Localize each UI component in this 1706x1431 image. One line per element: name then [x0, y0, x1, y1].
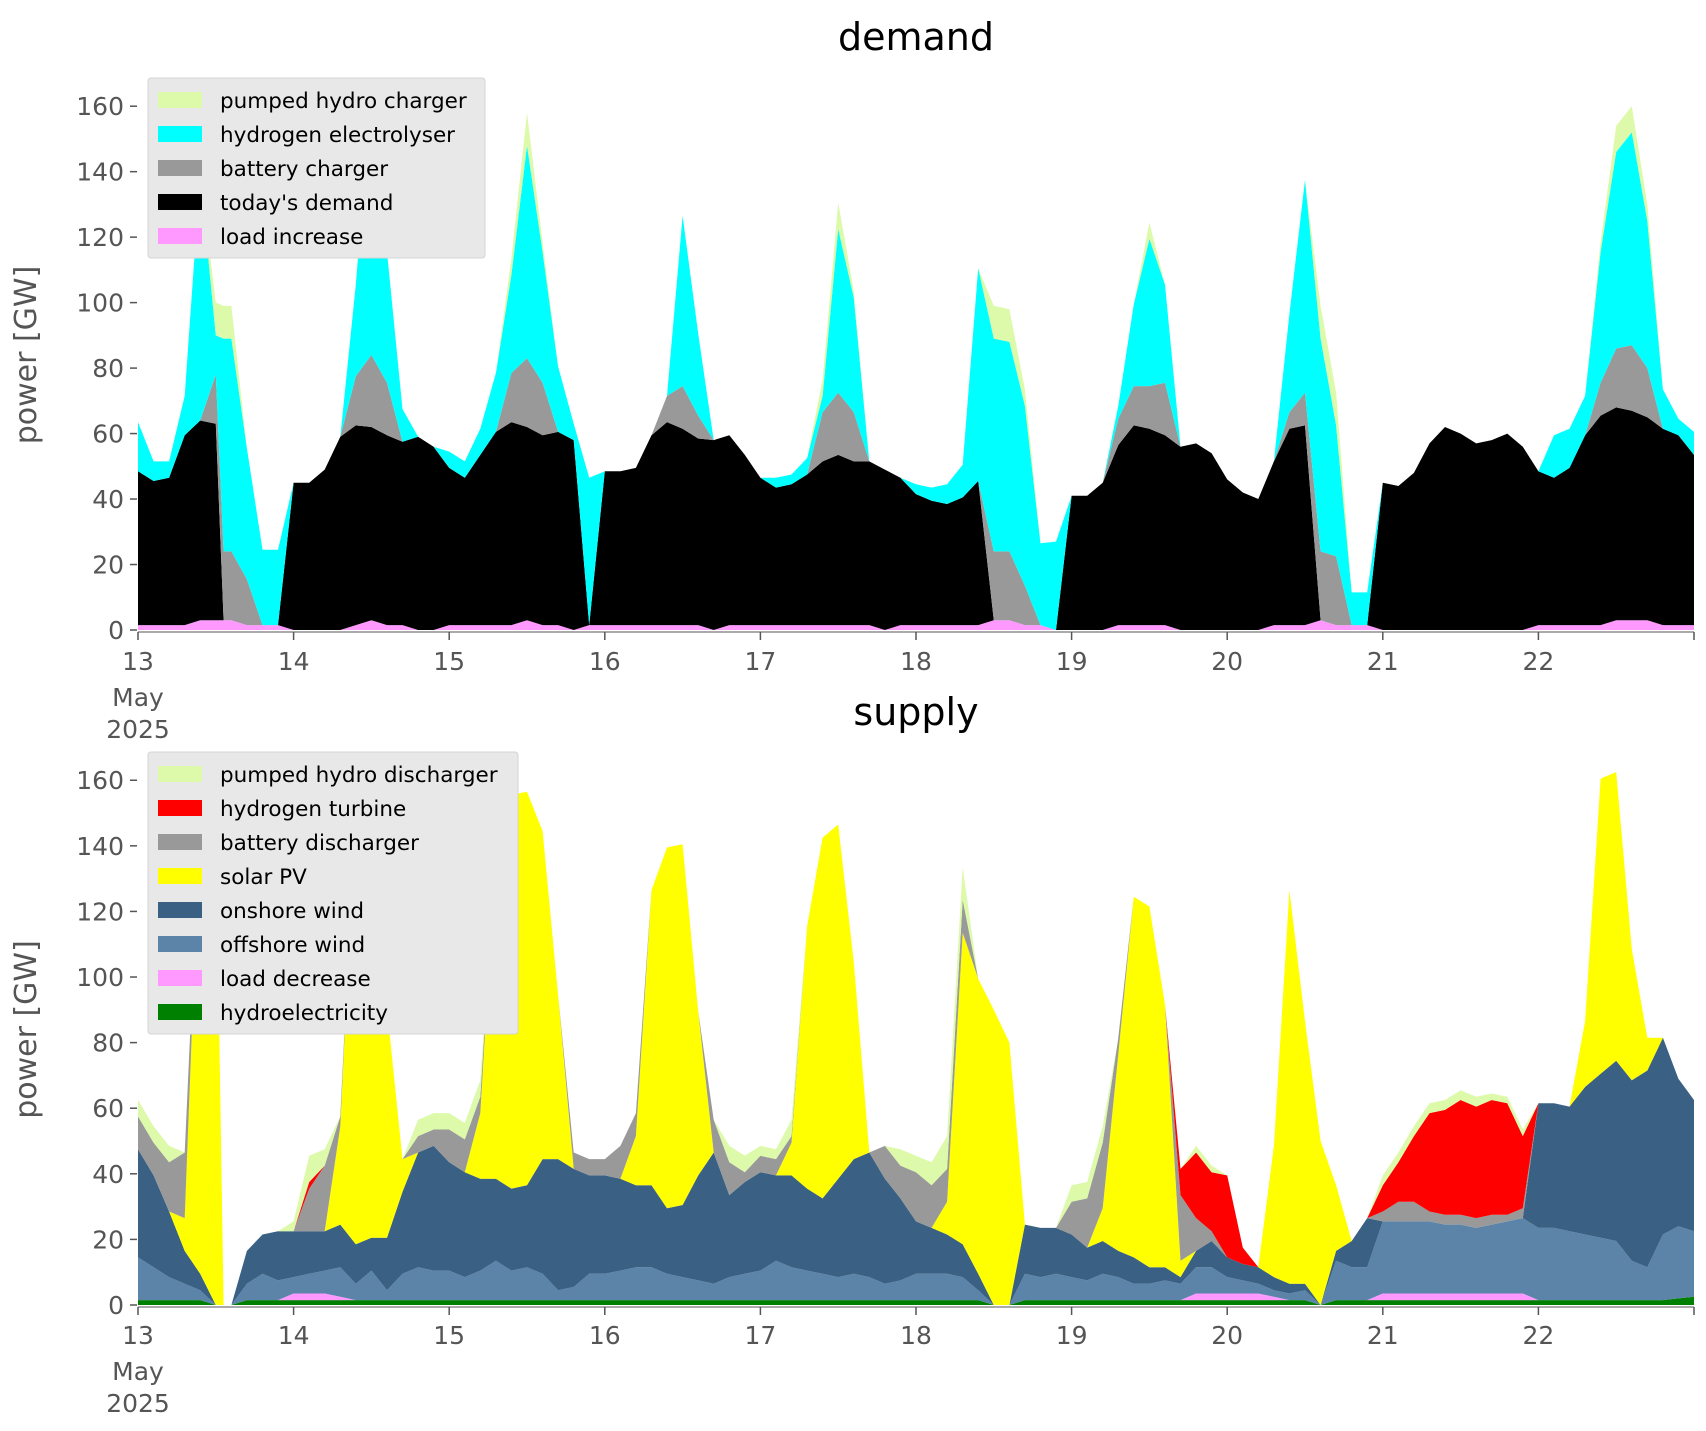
- chart-0-x-tick-label: 17: [744, 647, 776, 676]
- chart-0-y-tick-label: 0: [108, 616, 124, 645]
- chart-0-areas: [138, 83, 1694, 631]
- chart-0-y-tick-label: 100: [76, 289, 124, 318]
- chart-0-legend-label-battery-charger: battery charger: [220, 157, 388, 182]
- chart-1-legend-swatch-load-decrease: [158, 970, 202, 986]
- chart-1-area-onshore-wind: [138, 1037, 1694, 1305]
- chart-1-areas: [138, 772, 1694, 1305]
- chart-1-legend-label-hydrogen-turbine: hydrogen turbine: [220, 797, 406, 822]
- chart-0-y-label: power [GW]: [9, 266, 44, 445]
- chart-1-legend-label-battery-discharger: battery discharger: [220, 831, 419, 856]
- chart-1-legend-label-offshore-wind: offshore wind: [220, 933, 365, 958]
- chart-0-x-tick-label: 18: [900, 647, 932, 676]
- chart-1-y-tick-label: 40: [92, 1160, 124, 1189]
- chart-1-area-load-decrease: [138, 1293, 1694, 1305]
- chart-1-area-hydroelectricity: [138, 1296, 1694, 1305]
- chart-1-y-ticks: 0 20 40 60 80 100 120 140 160: [76, 766, 137, 1320]
- chart-0-legend-swatch-load-increase: [158, 228, 202, 244]
- chart-1-legend-box: [147, 751, 519, 1035]
- chart-1-x-tick-label: 20: [1211, 1321, 1243, 1350]
- chart-0-x-ticks: 13 14 15 16 17 18 19 20 21 22 May 2025: [106, 632, 1695, 744]
- chart-0-area-hydrogen-electrolyser: [138, 93, 1694, 631]
- chart-0-x-tick-label: 13: [122, 647, 154, 676]
- chart-0-legend-swatch-battery-charger: [158, 160, 202, 176]
- chart-1-y-tick-label: 20: [92, 1225, 124, 1254]
- chart-1-y-tick-label: 80: [92, 1029, 124, 1058]
- chart-0-x-sublabel-month: May: [112, 683, 164, 712]
- chart-0-x-tick-label: 21: [1367, 647, 1399, 676]
- chart-1-x-tick-label: 18: [900, 1321, 932, 1350]
- chart-1-y-tick-label: 120: [76, 897, 124, 926]
- chart-0-legend: pumped hydro charger hydrogen electrolyse…: [147, 77, 486, 259]
- chart-0-legend-label-pumped-hydro-charger: pumped hydro charger: [220, 89, 467, 114]
- chart-1-y-tick-label: 160: [76, 766, 124, 795]
- chart-0-legend-label-today-s-demand: today's demand: [220, 191, 393, 216]
- chart-0-legend-label-load-increase: load increase: [220, 225, 363, 250]
- chart-0-title: demand: [838, 15, 994, 59]
- chart-1-legend-swatch-battery-discharger: [158, 834, 202, 850]
- chart-1-y-tick-label: 140: [76, 832, 124, 861]
- chart-0-y-tick-label: 160: [76, 92, 124, 121]
- chart-1-x-tick-label: 13: [122, 1321, 154, 1350]
- chart-1-area-solar-pv: [138, 772, 1694, 1305]
- chart-0-y-tick-label: 120: [76, 223, 124, 252]
- chart-0-legend-swatch-hydrogen-electrolyser: [158, 126, 202, 142]
- chart-1-y-label: power [GW]: [9, 940, 44, 1119]
- chart-1-legend-swatch-pumped-hydro-discharger: [158, 766, 202, 782]
- chart-1-legend-swatch-solar-pv: [158, 868, 202, 884]
- chart-1-x-tick-label: 17: [744, 1321, 776, 1350]
- chart-1-area-battery-discharger: [138, 772, 1694, 1305]
- chart-1-legend-swatch-hydroelectricity: [158, 1004, 202, 1020]
- chart-1-x-tick-label: 19: [1056, 1321, 1088, 1350]
- chart-1-legend-label-pumped-hydro-discharger: pumped hydro discharger: [220, 763, 498, 788]
- chart-1-title: supply: [853, 690, 978, 734]
- chart-1-legend-swatch-onshore-wind: [158, 902, 202, 918]
- chart-0-area-battery-charger: [138, 345, 1694, 630]
- chart-0-y-tick-label: 20: [92, 551, 124, 580]
- chart-1-legend-label-hydroelectricity: hydroelectricity: [220, 1001, 388, 1026]
- chart-0-x-tick-label: 22: [1522, 647, 1554, 676]
- chart-1-legend-label-load-decrease: load decrease: [220, 967, 371, 992]
- chart-1-y-tick-label: 60: [92, 1094, 124, 1123]
- chart-1-x-tick-label: 22: [1522, 1321, 1554, 1350]
- chart-0-legend-label-hydrogen-electrolyser: hydrogen electrolyser: [220, 123, 455, 148]
- chart-0-x-tick-label: 19: [1056, 647, 1088, 676]
- chart-1-x-tick-label: 16: [589, 1321, 621, 1350]
- chart-0-y-tick-label: 80: [92, 354, 124, 383]
- chart-1-legend-label-onshore-wind: onshore wind: [220, 899, 364, 924]
- chart-0-x-sublabel-year: 2025: [106, 715, 170, 744]
- chart-1-x-sublabel-month: May: [112, 1357, 164, 1386]
- chart-1-x-tick-label: 15: [433, 1321, 465, 1350]
- chart-1-area-offshore-wind: [138, 1218, 1694, 1305]
- chart-1-y-tick-label: 100: [76, 963, 124, 992]
- chart-0-area-today-s-demand: [138, 407, 1694, 630]
- chart-1-legend-label-solar-pv: solar PV: [220, 865, 307, 890]
- chart-1-legend: pumped hydro discharger hydrogen turbine b…: [147, 751, 519, 1035]
- chart-0-y-tick-label: 60: [92, 420, 124, 449]
- chart-0-y-tick-label: 40: [92, 485, 124, 514]
- chart-0-legend-swatch-pumped-hydro-charger: [158, 92, 202, 108]
- chart-0-x-tick-label: 15: [433, 647, 465, 676]
- chart-0-y-tick-label: 140: [76, 158, 124, 187]
- chart-0-x-tick-label: 20: [1211, 647, 1243, 676]
- chart-0-y-ticks: 0 20 40 60 80 100 120 140 160: [76, 92, 137, 645]
- chart-0-legend-box: [147, 77, 486, 259]
- chart-0-legend-swatch-today-s-demand: [158, 194, 202, 210]
- chart-1-y-tick-label: 0: [108, 1291, 124, 1320]
- chart-1-legend-swatch-offshore-wind: [158, 936, 202, 952]
- chart-1-x-sublabel-year: 2025: [106, 1389, 170, 1418]
- chart-1-x-tick-label: 21: [1367, 1321, 1399, 1350]
- chart-1-x-ticks: 13 14 15 16 17 18 19 20 21 22 May 2025: [106, 1307, 1695, 1418]
- chart-1-legend-swatch-hydrogen-turbine: [158, 800, 202, 816]
- chart-0-x-tick-label: 14: [278, 647, 310, 676]
- chart-1-x-tick-label: 14: [278, 1321, 310, 1350]
- chart-0-x-tick-label: 16: [589, 647, 621, 676]
